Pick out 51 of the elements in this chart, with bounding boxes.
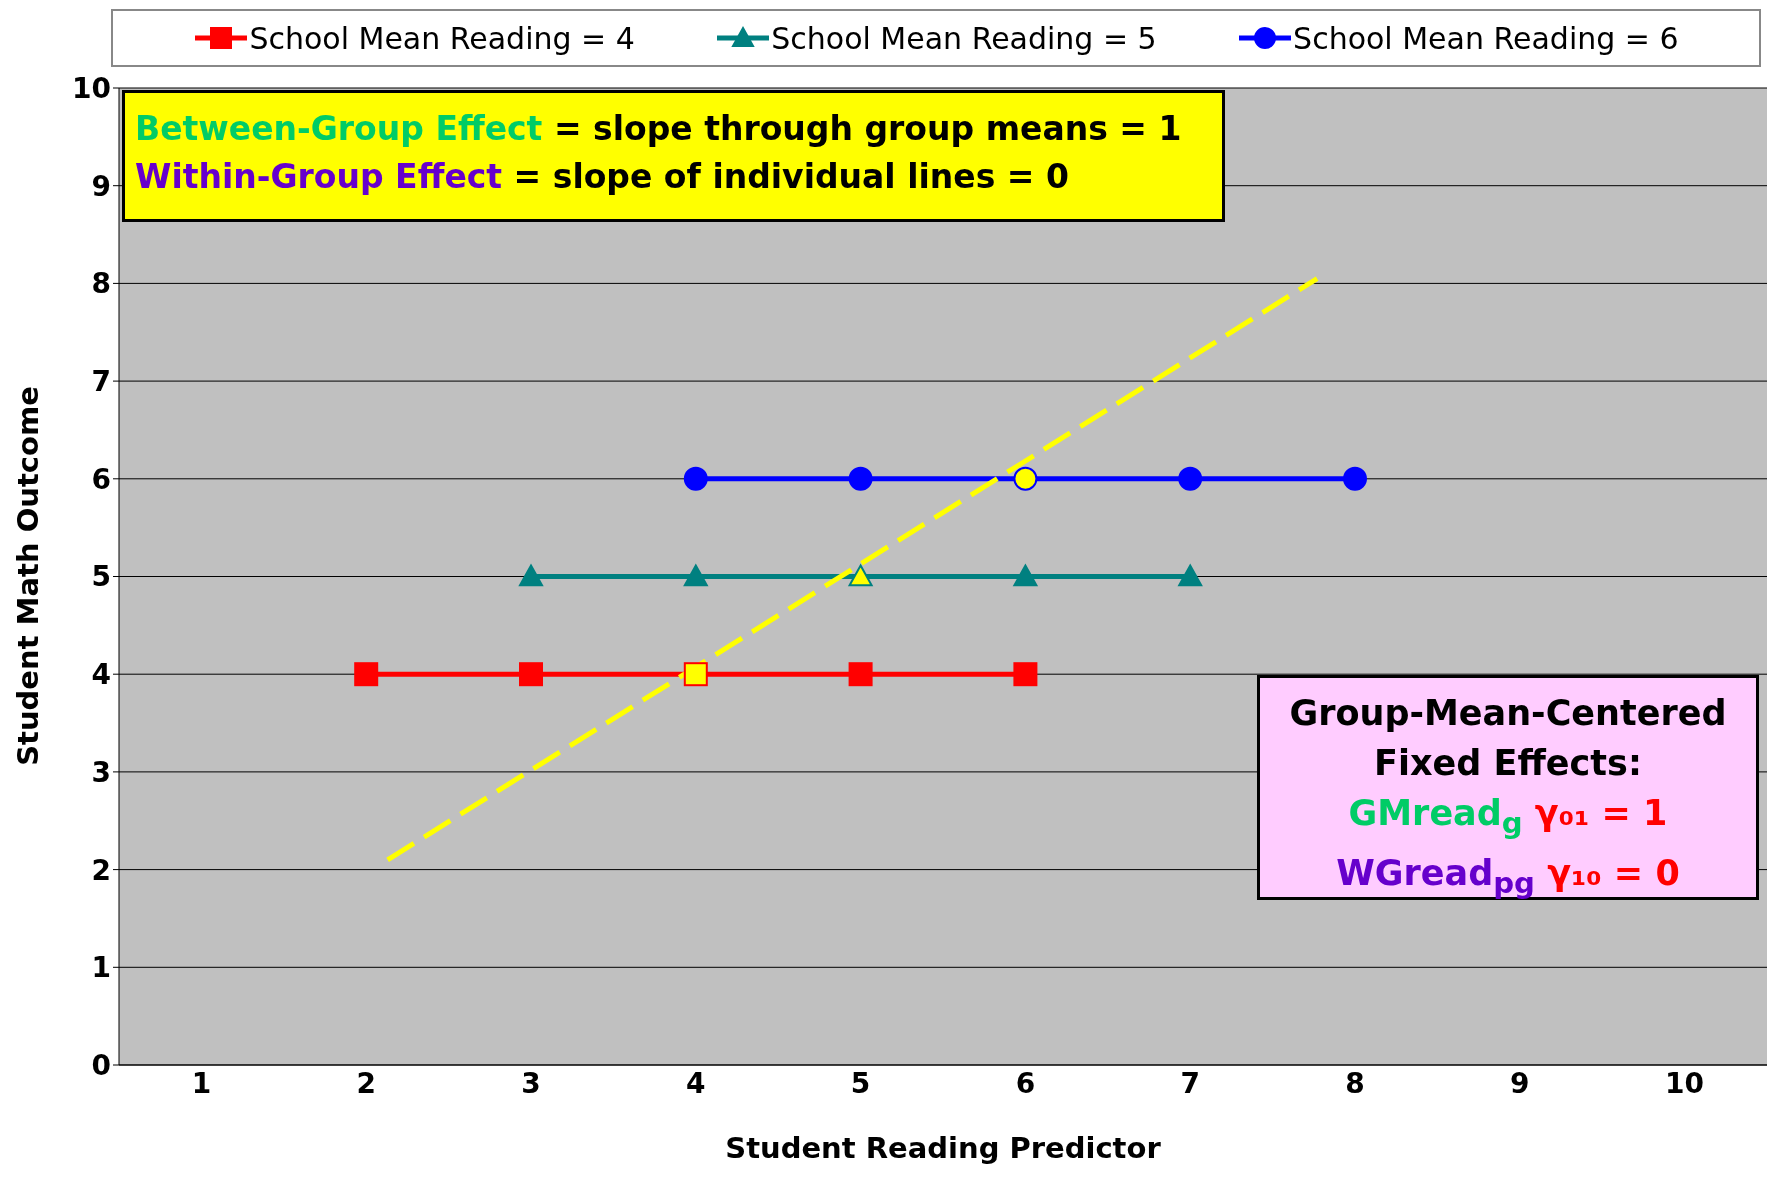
x-axis-title: Student Reading Predictor (725, 1131, 1162, 1165)
x-tick-label: 4 (686, 1066, 706, 1100)
y-tick-label: 1 (91, 951, 111, 985)
x-tick-label: 1 (191, 1066, 212, 1100)
point (848, 564, 873, 587)
annotation: γ₁₀ = 0 (1547, 853, 1680, 893)
y-tick-label: 6 (91, 462, 111, 496)
y-tick-label: 7 (91, 365, 111, 399)
point (1178, 564, 1203, 587)
annotation: γ₀₁ = 1 (1534, 793, 1668, 833)
point (1013, 662, 1038, 687)
annotation: GMread$_{g}$ (1348, 793, 1523, 840)
point (848, 466, 873, 491)
annotation: Between-Group Effect (135, 109, 543, 148)
point (354, 662, 379, 687)
point (519, 564, 543, 587)
x-tick-label: 5 (850, 1066, 871, 1100)
x-tick-label: 2 (356, 1066, 376, 1100)
x-tick-label: 3 (521, 1066, 541, 1100)
point (683, 662, 708, 687)
legend-label: School Mean Reading = 4 (249, 20, 635, 56)
point (1343, 466, 1367, 491)
y-tick-label: 10 (72, 71, 111, 105)
y-tick-label: 0 (91, 1048, 111, 1082)
annotation: = slope of individual lines = 0 (513, 157, 1069, 196)
x-tick-label: 9 (1510, 1066, 1530, 1100)
x-tick-label: 7 (1180, 1066, 1200, 1100)
x-tick-label: 10 (1665, 1066, 1705, 1100)
y-tick-label: 9 (91, 169, 111, 203)
legend-label: School Mean Reading = 6 (1293, 20, 1679, 56)
annotation: Within-Group Effect (135, 157, 503, 196)
y-tick-label: 2 (91, 853, 111, 887)
annotation: = slope through group means = 1 (553, 109, 1182, 148)
y-tick-label: 4 (91, 658, 111, 692)
annotation: Group-Mean-Centered (1289, 693, 1727, 733)
y-tick-label: 8 (91, 267, 111, 301)
point (1013, 564, 1038, 587)
x-tick-label: 6 (1015, 1066, 1036, 1100)
point (848, 662, 873, 687)
y-tick-label: 5 (91, 560, 111, 594)
annotation: WGread$_{pg}$ (1336, 853, 1535, 900)
legend-label: School Mean Reading = 5 (771, 20, 1157, 56)
point (683, 564, 708, 587)
y-axis-title: Student Math Outcome (11, 386, 45, 766)
point (683, 466, 708, 491)
annotation: Fixed Effects: (1374, 743, 1642, 783)
x-tick-label: 8 (1345, 1066, 1365, 1100)
point (1178, 466, 1203, 491)
y-tick-label: 3 (91, 755, 111, 789)
point (1013, 466, 1038, 491)
point (519, 662, 543, 687)
